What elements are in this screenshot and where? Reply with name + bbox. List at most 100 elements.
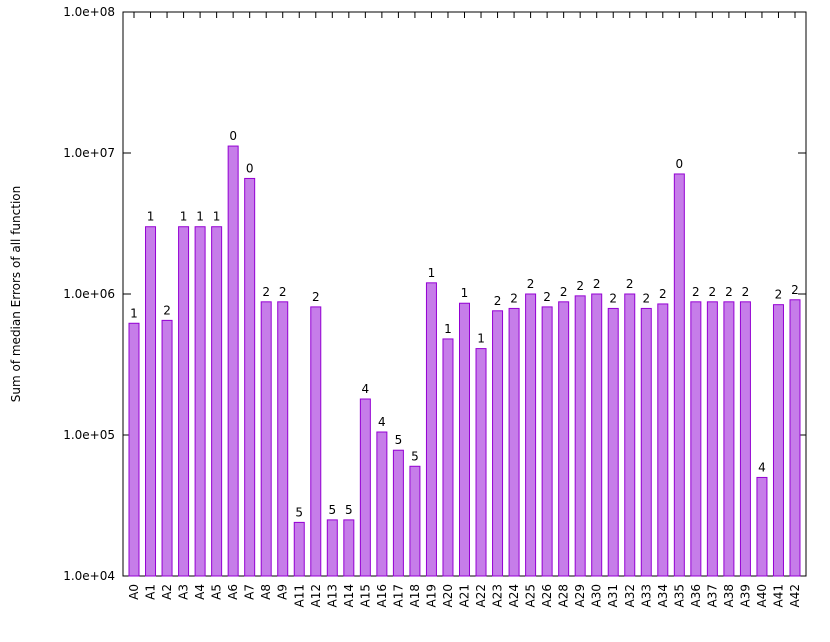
x-tick-label: A40	[755, 584, 769, 607]
bar-annotation: 2	[609, 291, 617, 305]
bar	[178, 226, 190, 577]
bar	[690, 301, 702, 577]
bar	[789, 299, 801, 577]
bar	[723, 301, 735, 577]
bar	[310, 306, 322, 577]
x-tick-label: A0	[127, 584, 141, 600]
bar	[772, 304, 784, 577]
x-tick-label: A13	[325, 584, 339, 607]
x-tick-label: A8	[259, 584, 273, 600]
x-tick-label: A1	[144, 584, 158, 600]
x-tick-label: A34	[656, 584, 670, 607]
bar	[359, 398, 371, 577]
x-tick-label: A4	[193, 584, 207, 600]
bar	[607, 307, 619, 577]
bar-annotation: 2	[576, 279, 584, 293]
x-tick-label: A20	[441, 584, 455, 607]
bar-annotation: 0	[246, 161, 254, 175]
bar-annotation: 5	[395, 433, 403, 447]
bar	[591, 293, 603, 577]
bar-annotation: 1	[213, 210, 221, 224]
bar	[194, 226, 206, 577]
x-tick-label: A29	[573, 584, 587, 607]
bar	[145, 226, 157, 577]
bar-annotation: 1	[444, 322, 452, 336]
x-tick-label: A19	[424, 584, 438, 607]
x-tick-label: A16	[375, 584, 389, 607]
bar-annotation: 1	[130, 306, 138, 320]
bar-annotation: 2	[560, 285, 568, 299]
x-tick-label: A14	[342, 584, 356, 607]
bar-annotation: 1	[147, 210, 155, 224]
x-tick-label: A35	[672, 584, 686, 607]
bar-annotation: 2	[626, 277, 634, 291]
bar-annotation: 4	[378, 415, 386, 429]
bar	[442, 338, 454, 577]
x-tick-label: A26	[540, 584, 554, 607]
bar	[756, 476, 768, 577]
bar-annotation: 0	[229, 129, 237, 143]
x-tick-label: A24	[507, 584, 521, 607]
bar-annotation: 2	[163, 303, 171, 317]
bar-annotation: 1	[477, 332, 485, 346]
x-tick-label: A22	[474, 584, 488, 607]
bar-annotation: 2	[593, 277, 601, 291]
bar-annotation: 4	[362, 382, 370, 396]
x-tick-label: A5	[210, 584, 224, 600]
x-tick-label: A15	[358, 584, 372, 607]
bar-annotation: 4	[758, 460, 766, 474]
bar-annotation: 5	[411, 449, 419, 463]
bar	[409, 465, 421, 577]
bar	[128, 322, 140, 577]
bar-annotation: 5	[295, 505, 303, 519]
bar-annotation: 1	[428, 266, 436, 280]
bar	[277, 301, 289, 577]
x-tick-label: A38	[722, 584, 736, 607]
bar-annotation: 2	[279, 285, 287, 299]
bar	[673, 173, 685, 577]
x-tick-label: A33	[639, 584, 653, 607]
bar	[293, 521, 305, 577]
y-tick-label: 1.0e+05	[63, 428, 115, 442]
bar-annotation: 1	[461, 286, 469, 300]
bar	[343, 519, 355, 577]
x-tick-label: A9	[276, 584, 290, 600]
bar-annotation: 2	[510, 291, 518, 305]
y-tick-label: 1.0e+08	[63, 5, 115, 19]
bar-annotation: 2	[543, 290, 551, 304]
x-tick-label: A3	[177, 584, 191, 600]
x-tick-label: A36	[689, 584, 703, 607]
bar-annotation: 2	[791, 283, 799, 297]
bar	[739, 301, 751, 577]
x-tick-label: A23	[491, 584, 505, 607]
bar-annotation: 2	[692, 285, 700, 299]
x-tick-label: A32	[623, 584, 637, 607]
bar	[244, 177, 256, 577]
bar	[161, 319, 173, 577]
bar	[227, 145, 239, 577]
bar-annotation: 1	[180, 210, 188, 224]
x-tick-label: A7	[243, 584, 257, 600]
bar	[459, 302, 470, 577]
x-tick-label: A18	[408, 584, 422, 607]
bar-annotation: 5	[345, 503, 353, 517]
x-tick-label: A39	[738, 584, 752, 607]
bar	[475, 348, 487, 577]
bar	[425, 282, 437, 577]
y-axis-label: Sum of median Errors of all function	[9, 186, 23, 402]
x-tick-label: A31	[606, 584, 620, 607]
x-tick-label: A41	[771, 584, 785, 607]
bar-annotation: 2	[742, 285, 750, 299]
bar	[492, 310, 504, 577]
x-tick-label: A2	[160, 584, 174, 600]
bar-annotation: 0	[676, 157, 684, 171]
x-tick-label: A21	[458, 584, 472, 607]
x-tick-label: A25	[524, 584, 538, 607]
bar	[657, 303, 669, 577]
bar	[541, 306, 553, 577]
bar-annotation: 2	[642, 291, 650, 305]
bar	[706, 301, 718, 577]
bar-annotation: 2	[312, 290, 320, 304]
bar-annotation: 2	[262, 285, 270, 299]
